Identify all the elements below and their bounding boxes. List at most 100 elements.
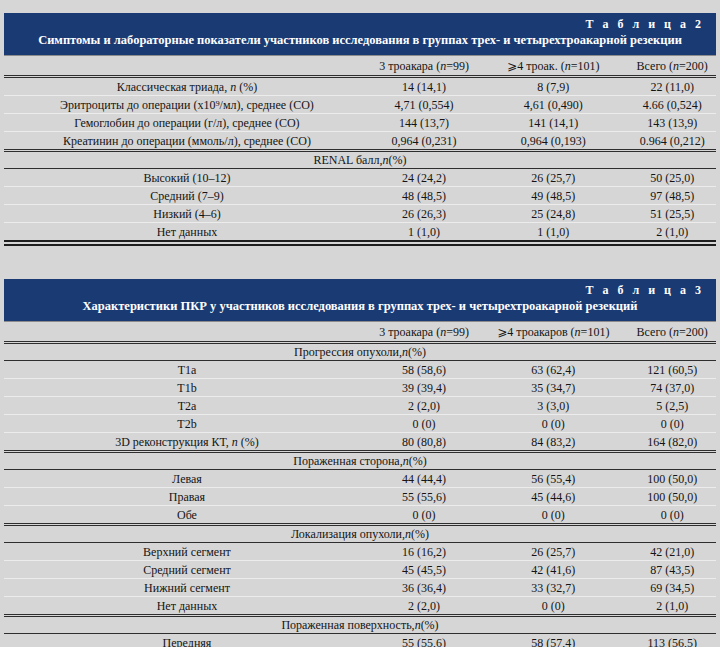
table-row: Передняя55 (55,6)58 (57,4)113 (56,5)	[4, 634, 716, 647]
cell-value: 55 (55,6)	[370, 489, 478, 505]
cell-value: 2 (2,0)	[370, 398, 478, 414]
cell-value: 97 (48,5)	[628, 188, 716, 204]
row-label: Передняя	[4, 635, 370, 647]
table-3-grid: 3 троакара (n=99)⩾4 троакаров (n=101)Все…	[4, 321, 716, 647]
column-header: Всего (n=200)	[628, 58, 716, 74]
cell-value: 26 (25,7)	[478, 544, 628, 560]
cell-value: 26 (26,3)	[370, 206, 478, 222]
row-label: Правая	[4, 489, 370, 505]
table-row: T2a2 (2,0)3 (3,0)5 (2,5)	[4, 396, 716, 414]
cell-value: 0 (0)	[370, 416, 478, 432]
cell-value: 2 (2,0)	[370, 598, 478, 614]
cell-value: 39 (39,4)	[370, 380, 478, 396]
cell-value: 24 (24,2)	[370, 170, 478, 186]
row-label: Обе	[4, 507, 370, 523]
cell-value: 8 (7,9)	[478, 79, 628, 95]
table-row: Левая44 (44,4)56 (55,4)100 (50,0)	[4, 470, 716, 487]
cell-value: 4.66 (0,524)	[628, 97, 716, 113]
page: { "colors": { "band_background": "#1a3a7…	[0, 0, 720, 647]
table-row: Низкий (4–6)26 (26,3)25 (24,8)51 (25,5)	[4, 204, 716, 222]
row-label: T2b	[4, 416, 370, 432]
table-row: 3D реконструкция КТ, n (%)80 (80,8)84 (8…	[4, 432, 716, 450]
cell-value: 0 (0)	[478, 416, 628, 432]
cell-value: 121 (60,5)	[628, 362, 716, 378]
table-2-grid: 3 троакара (n=99)⩾4 троак. (n=101)Всего …	[4, 55, 716, 246]
table-2-number: Т а б л и ц а 2	[16, 17, 704, 32]
row-label: Верхний сегмент	[4, 544, 370, 560]
table-row: Гемоглобин до операции (г/л), среднее (С…	[4, 113, 716, 131]
cell-value: 42 (21,0)	[628, 544, 716, 560]
table-row: Нижний сегмент36 (36,4)33 (32,7)69 (34,5…	[4, 578, 716, 596]
cell-value: 16 (16,2)	[370, 544, 478, 560]
row-label: Гемоглобин до операции (г/л), среднее (С…	[4, 115, 370, 131]
cell-value: 26 (25,7)	[478, 170, 628, 186]
column-header: 3 троакара (n=99)	[370, 58, 478, 74]
cell-value: 49 (48,5)	[478, 188, 628, 204]
table-3-header-band: Т а б л и ц а 3 Характеристики ПКР у уча…	[4, 279, 716, 321]
table-row: Высокий (10–12)24 (24,2)26 (25,7)50 (25,…	[4, 169, 716, 186]
column-header-row: 3 троакара (n=99)⩾4 троакаров (n=101)Все…	[4, 321, 716, 344]
cell-value: 58 (57,4)	[478, 635, 628, 647]
cell-value: 100 (50,0)	[628, 489, 716, 505]
cell-value: 113 (56,5)	[628, 635, 716, 647]
cell-value: 50 (25,0)	[628, 170, 716, 186]
cell-value: 4,71 (0,554)	[370, 97, 478, 113]
section-header-row: Пораженная поверхность, n (%)	[4, 614, 716, 634]
cell-value: 144 (13,7)	[370, 115, 478, 131]
section-header-row: Локализация опухоли, n (%)	[4, 523, 716, 543]
table-row: Средний (7–9)48 (48,5)49 (48,5)97 (48,5)	[4, 186, 716, 204]
section-header-row: RENAL балл, n (%)	[4, 149, 716, 169]
cell-value: 51 (25,5)	[628, 206, 716, 222]
cell-value: 44 (44,4)	[370, 471, 478, 487]
cell-value: 0 (0)	[370, 507, 478, 523]
table-2: Т а б л и ц а 2 Симптомы и лабораторные …	[4, 13, 716, 246]
column-header: ⩾4 троакаров (n=101)	[478, 324, 628, 340]
row-label: Классическая триада, n (%)	[4, 79, 370, 95]
table-row: T1a58 (58,6)63 (62,4)121 (60,5)	[4, 361, 716, 378]
cell-value: 36 (36,4)	[370, 580, 478, 596]
cell-value: 74 (37,0)	[628, 380, 716, 396]
cell-value: 56 (55,4)	[478, 471, 628, 487]
cell-value: 4,61 (0,490)	[478, 97, 628, 113]
table-row: Креатинин до операции (ммоль/л), среднее…	[4, 131, 716, 149]
cell-value: 0 (0)	[478, 598, 628, 614]
table-2-title: Симптомы и лабораторные показатели участ…	[16, 33, 704, 48]
cell-value: 0.964 (0,212)	[628, 133, 716, 149]
cell-value: 63 (62,4)	[478, 362, 628, 378]
cell-value: 55 (55,6)	[370, 635, 478, 647]
column-header: 3 троакара (n=99)	[370, 324, 478, 340]
cell-value: 0 (0)	[628, 416, 716, 432]
row-label: Нет данных	[4, 224, 370, 240]
table-row: Нет данных1 (1,0)1 (1,0)2 (1,0)	[4, 222, 716, 240]
row-label: Креатинин до операции (ммоль/л), среднее…	[4, 133, 370, 149]
row-label: Нижний сегмент	[4, 580, 370, 596]
table-row: T2b0 (0)0 (0)0 (0)	[4, 414, 716, 432]
table-3: Т а б л и ц а 3 Характеристики ПКР у уча…	[4, 279, 716, 647]
cell-value: 5 (2,5)	[628, 398, 716, 414]
row-label: T1b	[4, 380, 370, 396]
table-3-number: Т а б л и ц а 3	[16, 283, 704, 298]
cell-value: 14 (14,1)	[370, 79, 478, 95]
table-row: T1b39 (39,4)35 (34,7)74 (37,0)	[4, 378, 716, 396]
table-row: Обе0 (0)0 (0)0 (0)	[4, 505, 716, 523]
cell-value: 48 (48,5)	[370, 188, 478, 204]
cell-value: 22 (11,0)	[628, 79, 716, 95]
cell-value: 25 (24,8)	[478, 206, 628, 222]
cell-value: 84 (83,2)	[478, 434, 628, 450]
row-label: Высокий (10–12)	[4, 170, 370, 186]
table-row: Классическая триада, n (%)14 (14,1)8 (7,…	[4, 78, 716, 95]
table-row: Верхний сегмент16 (16,2)26 (25,7)42 (21,…	[4, 543, 716, 560]
table-2-header-band: Т а б л и ц а 2 Симптомы и лабораторные …	[4, 13, 716, 55]
cell-value: 141 (14,1)	[478, 115, 628, 131]
cell-value: 2 (1,0)	[628, 224, 716, 240]
cell-value: 35 (34,7)	[478, 380, 628, 396]
column-header-row: 3 троакара (n=99)⩾4 троак. (n=101)Всего …	[4, 55, 716, 78]
row-label: Средний сегмент	[4, 562, 370, 578]
column-header: Всего (n=200)	[628, 324, 716, 340]
cell-value: 3 (3,0)	[478, 398, 628, 414]
column-header: ⩾4 троак. (n=101)	[478, 58, 628, 74]
cell-value: 2 (1,0)	[628, 598, 716, 614]
row-label: Средний (7–9)	[4, 188, 370, 204]
cell-value: 42 (41,6)	[478, 562, 628, 578]
cell-value: 45 (45,5)	[370, 562, 478, 578]
